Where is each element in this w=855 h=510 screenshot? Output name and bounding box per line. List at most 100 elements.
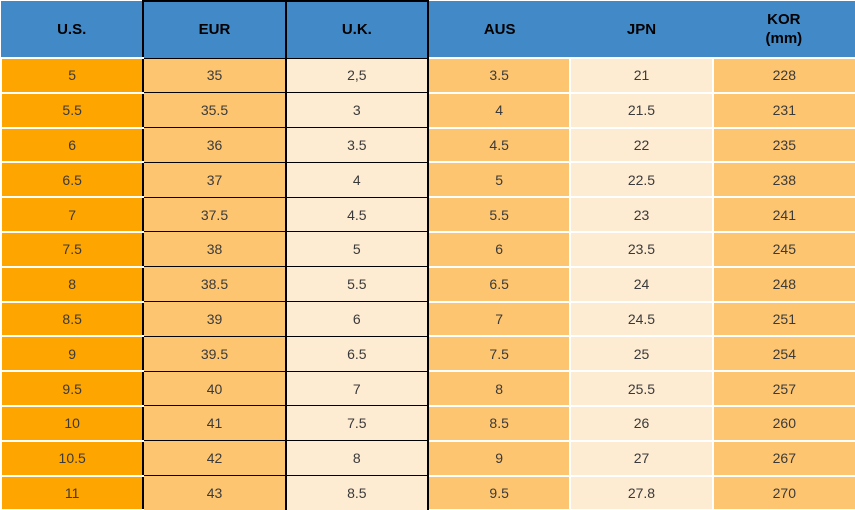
cell-us: 7.5 — [0, 231, 144, 268]
cell-eur: 35.5 — [142, 92, 287, 129]
cell-kor: 248 — [711, 266, 855, 303]
cell-aus: 7.5 — [427, 336, 571, 373]
cell-jpn: 24.5 — [569, 301, 713, 338]
cell-us: 8.5 — [0, 301, 144, 338]
cell-aus: 8.5 — [427, 405, 571, 442]
cell-jpn: 23 — [569, 197, 713, 233]
cell-eur: 38 — [142, 231, 287, 268]
cell-eur: 42 — [142, 440, 287, 477]
table-row: 5 35 2,5 3.5 21 228 — [0, 57, 855, 94]
table-row: 9 39.5 6.5 7.5 25 254 — [0, 335, 855, 373]
cell-kor: 235 — [711, 127, 855, 164]
cell-us: 9 — [0, 336, 144, 373]
table-row: 10 41 7.5 8.5 26 260 — [0, 405, 855, 442]
cell-aus: 7 — [427, 301, 571, 338]
cell-eur: 36 — [142, 127, 287, 163]
cell-eur: 39.5 — [142, 335, 287, 372]
table-row: 7 37.5 4.5 5.5 23 241 — [0, 196, 855, 233]
cell-us: 8 — [0, 266, 144, 303]
cell-eur: 37 — [142, 161, 287, 198]
cell-us: 10.5 — [0, 440, 144, 477]
cell-jpn: 23.5 — [569, 231, 713, 268]
cell-uk: 5.5 — [284, 266, 429, 303]
header-row: U.S. EUR U.K. AUS JPN KOR (mm) — [1, 0, 855, 59]
cell-uk: 2,5 — [284, 57, 429, 94]
cell-uk: 7.5 — [284, 405, 429, 442]
cell-uk: 6 — [284, 301, 429, 337]
column-header-kor-unit: (mm) — [765, 30, 803, 47]
cell-uk: 8 — [284, 440, 429, 477]
table-row: 7.5 38 5 6 23.5 245 — [0, 231, 855, 268]
cell-us: 5 — [0, 58, 144, 94]
cell-aus: 9.5 — [427, 475, 571, 510]
cell-uk: 4.5 — [284, 196, 429, 233]
cell-aus: 9 — [427, 440, 571, 477]
column-header-jpn: JPN — [570, 1, 713, 59]
cell-uk: 4 — [284, 161, 429, 198]
cell-aus: 5.5 — [427, 197, 571, 233]
cell-aus: 8 — [427, 371, 571, 407]
cell-uk: 5 — [284, 231, 429, 268]
cell-jpn: 21.5 — [569, 92, 713, 129]
cell-us: 10 — [0, 405, 144, 442]
cell-us: 9.5 — [0, 371, 144, 407]
table-row: 8.5 39 6 7 24.5 251 — [0, 301, 855, 338]
table-row: 8 38.5 5.5 6.5 24 248 — [0, 266, 855, 303]
cell-us: 6.5 — [0, 162, 144, 199]
cell-kor: 245 — [711, 231, 855, 268]
cell-jpn: 27 — [569, 440, 713, 477]
cell-aus: 5 — [427, 162, 571, 199]
cell-kor: 267 — [711, 440, 855, 477]
column-header-uk: U.K. — [284, 0, 429, 59]
cell-jpn: 25 — [569, 336, 713, 373]
cell-kor: 270 — [711, 475, 855, 510]
column-header-eur: EUR — [142, 0, 287, 59]
cell-eur: 38.5 — [142, 266, 287, 303]
cell-kor: 260 — [711, 405, 855, 442]
cell-kor: 254 — [711, 336, 855, 373]
cell-us: 11 — [0, 475, 144, 510]
column-header-us: U.S. — [1, 1, 144, 59]
cell-aus: 4 — [427, 92, 571, 129]
cell-kor: 231 — [711, 92, 855, 129]
cell-aus: 4.5 — [427, 127, 571, 164]
cell-uk: 7 — [284, 370, 429, 407]
cell-aus: 3.5 — [427, 58, 571, 94]
cell-uk: 6.5 — [284, 335, 429, 372]
cell-us: 6 — [0, 127, 144, 164]
table-row: 6.5 37 4 5 22.5 238 — [0, 161, 855, 199]
cell-eur: 40 — [142, 370, 287, 407]
column-header-kor-label: KOR — [767, 11, 801, 28]
cell-uk: 3.5 — [284, 127, 429, 163]
table-row: 5.5 35.5 3 4 21.5 231 — [0, 92, 855, 129]
table-row: 10.5 42 8 9 27 267 — [0, 440, 855, 477]
cell-eur: 41 — [142, 405, 287, 442]
column-header-aus: AUS — [427, 1, 571, 59]
cell-jpn: 24 — [569, 266, 713, 303]
table-body: 5 35 2,5 3.5 21 228 5.5 35.5 3 4 21.5 231 6 36 3.5 4.5 2… — [0, 57, 855, 510]
column-header-kor: KOR (mm) — [712, 1, 855, 59]
cell-us: 7 — [0, 197, 144, 233]
cell-jpn: 21 — [569, 58, 713, 94]
cell-eur: 35 — [142, 57, 287, 94]
cell-kor: 257 — [711, 371, 855, 407]
cell-us: 5.5 — [0, 92, 144, 129]
cell-aus: 6.5 — [427, 266, 571, 303]
table-row: 6 36 3.5 4.5 22 235 — [0, 127, 855, 164]
cell-kor: 251 — [711, 301, 855, 338]
cell-kor: 238 — [711, 162, 855, 199]
cell-jpn: 22.5 — [569, 162, 713, 199]
cell-jpn: 26 — [569, 405, 713, 442]
cell-jpn: 22 — [569, 127, 713, 164]
cell-eur: 43 — [142, 475, 287, 510]
cell-kor: 228 — [711, 58, 855, 94]
table-header: U.S. EUR U.K. AUS JPN KOR (mm) — [1, 0, 855, 59]
cell-eur: 37.5 — [142, 196, 287, 233]
cell-uk: 8.5 — [284, 475, 429, 510]
cell-eur: 39 — [142, 301, 287, 337]
cell-uk: 3 — [284, 92, 429, 129]
table-row: 11 43 8.5 9.5 27.8 270 — [0, 475, 855, 510]
cell-kor: 241 — [711, 197, 855, 233]
